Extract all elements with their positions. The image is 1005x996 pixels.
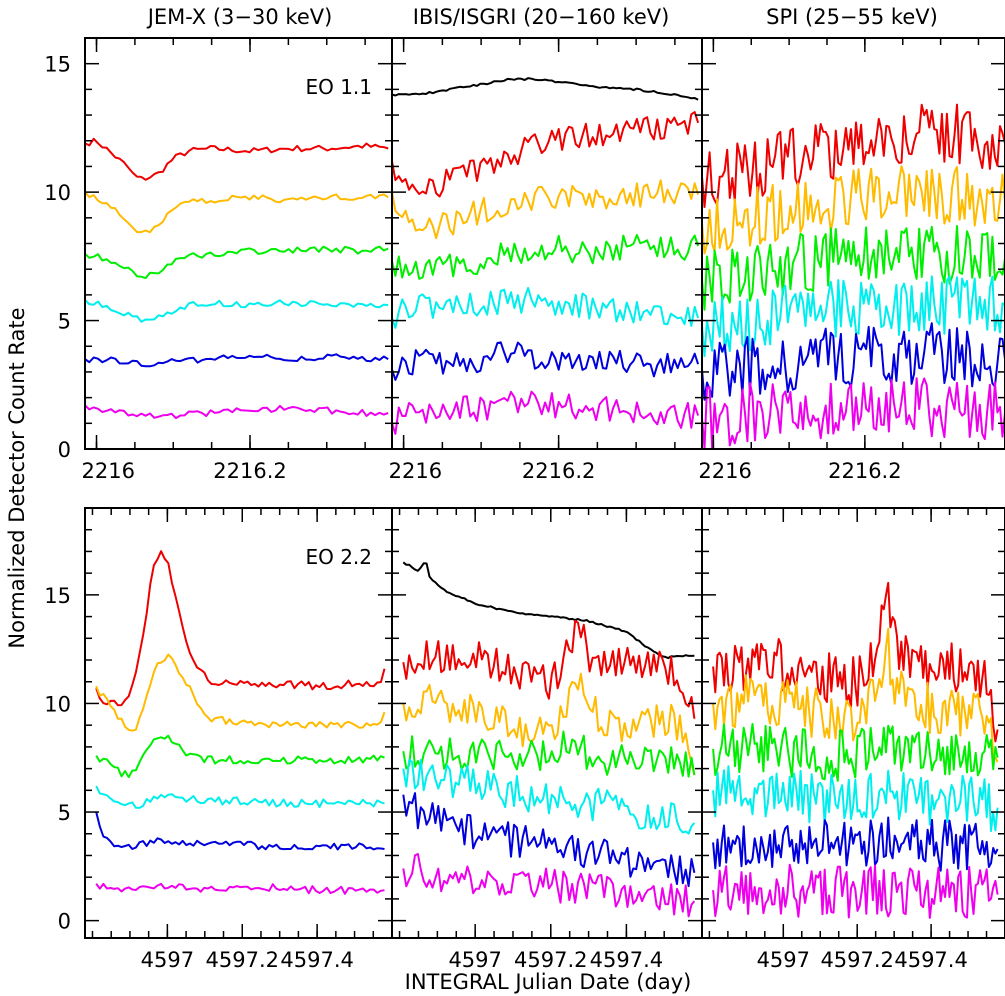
series-green <box>702 225 1005 311</box>
series-blue <box>712 816 999 872</box>
panel-6: 4597 4597.2 4597.4 <box>701 507 1005 972</box>
y-tick-label: 10 <box>44 181 71 205</box>
series-magenta <box>702 377 1005 449</box>
series-cyan <box>392 286 700 329</box>
series-blue <box>402 792 696 888</box>
series-green <box>402 730 696 778</box>
y-tick-label: 5 <box>58 310 71 334</box>
series-black <box>392 77 699 101</box>
series-orange <box>712 627 999 763</box>
series-cyan <box>402 758 696 835</box>
series-orange <box>402 672 696 776</box>
panel-1: 0 5 10 15 2216 2216.2 EO 1.1 <box>44 37 393 483</box>
y-tick-label: 15 <box>44 53 71 77</box>
series-red <box>85 137 389 181</box>
x-tick-label: 4597.2 <box>206 948 279 972</box>
series-blue <box>85 353 389 368</box>
series-orange <box>702 165 1005 255</box>
eo-annotation: EO 2.2 <box>305 545 372 569</box>
column-title-spi: SPI (25−55 keV) <box>766 5 938 29</box>
series-cyan <box>95 785 385 809</box>
eo-annotation: EO 1.1 <box>305 75 372 99</box>
panel-frame <box>701 507 1005 939</box>
x-tick-label: 2216 <box>82 459 135 483</box>
panel-frame <box>391 37 703 450</box>
series-group <box>392 77 700 435</box>
panel-4: 0 5 10 15 4597 4597.2 4597.4 EO 2.2 <box>44 507 393 972</box>
y-tick-label: 0 <box>58 910 71 934</box>
x-tick-label: 4597 <box>448 948 501 972</box>
series-orange <box>85 191 389 234</box>
y-tick-label: 10 <box>44 692 71 716</box>
series-magenta <box>392 390 700 435</box>
series-blue <box>702 322 1005 401</box>
x-tick-label: 4597 <box>141 948 194 972</box>
series-orange <box>95 653 386 732</box>
series-cyan <box>712 765 999 833</box>
series-magenta <box>712 863 999 919</box>
series-red <box>95 550 386 707</box>
series-green <box>392 234 700 280</box>
series-red <box>402 619 696 719</box>
panel-3: 2216 2216.2 <box>698 37 1005 483</box>
y-tick-label: 15 <box>44 584 71 608</box>
series-green <box>85 245 389 280</box>
series-black <box>402 561 695 660</box>
x-tick-label: 2216 <box>389 459 442 483</box>
y-tick-label: 0 <box>58 438 71 462</box>
series-group <box>702 103 1005 449</box>
series-orange <box>392 179 700 240</box>
x-tick-label: 2216.2 <box>522 459 595 483</box>
y-tick-label: 5 <box>58 801 71 825</box>
column-title-jemx: JEM-X (3−30 keV) <box>146 5 333 29</box>
panel-2: 2216 2216.2 <box>389 37 703 483</box>
series-group <box>712 581 999 919</box>
x-tick-label: 4597.2 <box>514 948 587 972</box>
series-group <box>85 137 389 420</box>
series-red <box>702 103 1005 208</box>
series-green <box>95 734 385 779</box>
series-red <box>712 581 999 743</box>
panel-frame <box>84 37 393 450</box>
x-tick-label: 4597.4 <box>590 948 663 972</box>
x-tick-label: 4597.2 <box>820 948 893 972</box>
series-red <box>392 111 700 198</box>
x-tick-label: 2216.2 <box>213 459 286 483</box>
x-tick-label: 4597 <box>757 948 810 972</box>
x-tick-label: 2216.2 <box>828 459 901 483</box>
series-blue <box>392 341 700 381</box>
x-tick-label: 4597.4 <box>894 948 967 972</box>
series-magenta <box>95 882 385 895</box>
series-blue <box>95 811 385 851</box>
panel-5: 4597 4597.2 4597.4 <box>391 507 703 972</box>
y-axis-title: Normalized Detector Count Rate <box>5 307 29 648</box>
x-tick-label: 4597.4 <box>280 948 353 972</box>
series-magenta <box>402 853 696 918</box>
series-green <box>712 723 999 782</box>
column-title-isgri: IBIS/ISGRI (20−160 keV) <box>413 5 670 29</box>
series-cyan <box>85 299 389 323</box>
series-group <box>402 561 696 918</box>
x-axis-title: INTEGRAL Julian Date (day) <box>405 970 692 994</box>
x-tick-label: 2216 <box>698 459 751 483</box>
series-group <box>95 550 386 895</box>
series-magenta <box>85 404 389 420</box>
